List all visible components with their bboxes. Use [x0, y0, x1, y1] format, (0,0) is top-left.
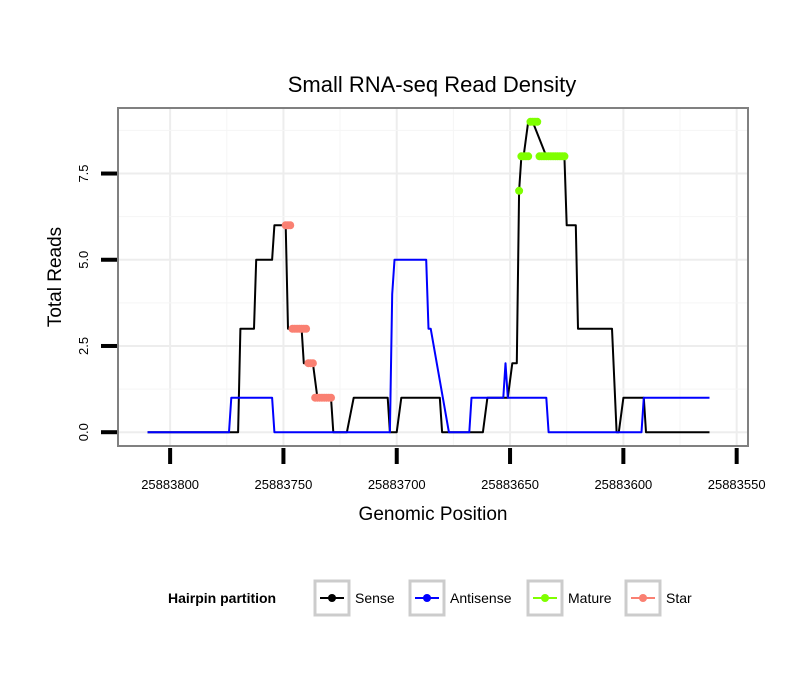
- y-tick-label: 5.0: [76, 251, 91, 269]
- data-point-star: [302, 324, 311, 333]
- y-tick-label: 0.0: [76, 423, 91, 441]
- y-axis: 0.0 2.5 5.0 7.5: [76, 164, 117, 441]
- chart-title: Small RNA-seq Read Density: [288, 72, 577, 97]
- legend-label: Sense: [355, 590, 395, 606]
- legend-label: Star: [666, 590, 692, 606]
- legend-key-marker: [423, 594, 431, 602]
- data-point-mature: [560, 152, 569, 161]
- legend-item-star: Star: [624, 579, 692, 617]
- legend-label: Antisense: [450, 590, 512, 606]
- x-tick-label: 25883700: [368, 477, 426, 492]
- legend-item-mature: Mature: [526, 579, 612, 617]
- data-point-star: [286, 221, 295, 230]
- legend-item-antisense: Antisense: [408, 579, 512, 617]
- x-tick-label: 25883550: [708, 477, 766, 492]
- x-axis: 25883800 25883750 25883700 25883650 25883600…: [141, 448, 766, 492]
- x-tick-label: 25883750: [255, 477, 313, 492]
- legend-label: Mature: [568, 590, 612, 606]
- x-tick-label: 25883600: [594, 477, 652, 492]
- legend-item-sense: Sense: [313, 579, 395, 617]
- data-point-star: [327, 393, 336, 402]
- x-tick-label: 25883800: [141, 477, 199, 492]
- data-point-star: [308, 359, 317, 368]
- legend: Hairpin partition Sense Antisense Mature St…: [168, 579, 692, 617]
- y-axis-title: Total Reads: [45, 227, 66, 327]
- series-line-antisense: [147, 258, 710, 434]
- legend-key-marker: [541, 594, 549, 602]
- plot-border: [117, 107, 749, 447]
- legend-title: Hairpin partition: [168, 590, 276, 606]
- legend-key-marker: [639, 594, 647, 602]
- legend-key-marker: [328, 594, 336, 602]
- plot-background: [118, 108, 748, 446]
- data-point-mature: [524, 152, 533, 161]
- y-tick-label: 2.5: [76, 337, 91, 355]
- axes: [117, 107, 749, 447]
- x-tick-label: 25883650: [481, 477, 539, 492]
- data-point-mature: [515, 186, 524, 195]
- x-axis-title: Genomic Position: [359, 504, 508, 525]
- plot-area: [118, 108, 748, 446]
- y-tick-label: 7.5: [76, 164, 91, 182]
- data-point-mature: [533, 117, 542, 126]
- series-markers: [281, 117, 569, 402]
